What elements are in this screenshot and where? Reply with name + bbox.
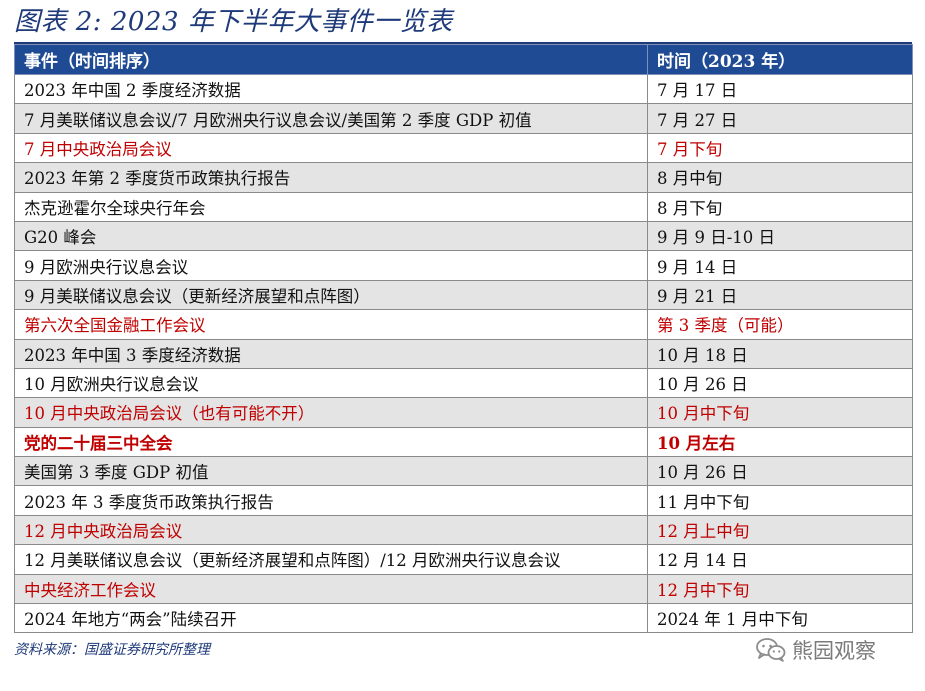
table-row: 7 月美联储议息会议/7 月欧洲央行议息会议/美国第 2 季度 GDP 初值 7…	[14, 103, 913, 134]
watermark: 熊园观察	[756, 630, 876, 670]
header-event: 事件（时间排序）	[14, 44, 648, 75]
time-cell: 9 月 14 日	[647, 250, 913, 281]
time-cell: 10 月左右	[647, 426, 913, 458]
event-cell: 党的二十届三中全会	[14, 426, 648, 458]
table-row: 12 月美联储议息会议（更新经济展望和点阵图）/12 月欧洲央行议息会议 12 …	[14, 544, 913, 575]
table-row: G20 峰会 9 月 9 日-10 日	[14, 220, 913, 252]
time-cell: 12 月 14 日	[647, 544, 913, 575]
event-cell: 2023 年 3 季度货币政策执行报告	[14, 485, 648, 516]
event-cell: 2023 年第 2 季度货币政策执行报告	[14, 162, 648, 193]
time-cell: 7 月 27 日	[647, 103, 913, 134]
event-cell: 中央经济工作会议	[14, 573, 648, 605]
header-time: 时间（2023 年）	[647, 44, 913, 75]
time-cell: 11 月中下旬	[647, 485, 913, 516]
time-cell: 7 月下旬	[647, 132, 913, 164]
wechat-icon	[756, 637, 786, 663]
table-row: 2023 年中国 3 季度经济数据 10 月 18 日	[14, 338, 913, 369]
table-row: 2024 年地方“两会”陆续召开 2024 年 1 月中下旬	[14, 603, 913, 634]
event-cell: 12 月美联储议息会议（更新经济展望和点阵图）/12 月欧洲央行议息会议	[14, 544, 648, 575]
time-cell: 9 月 9 日-10 日	[647, 220, 913, 252]
time-cell: 8 月下旬	[647, 191, 913, 222]
time-cell: 10 月中下旬	[647, 397, 913, 428]
table-row: 10 月中央政治局会议（也有可能不开） 10 月中下旬	[14, 397, 913, 428]
event-cell: 2024 年地方“两会”陆续召开	[14, 603, 648, 634]
time-cell: 12 月上中旬	[647, 514, 913, 546]
time-cell: 10 月 26 日	[647, 367, 913, 399]
time-cell: 2024 年 1 月中下旬	[647, 603, 913, 634]
event-cell: 7 月美联储议息会议/7 月欧洲央行议息会议/美国第 2 季度 GDP 初值	[14, 103, 648, 134]
time-cell: 10 月 18 日	[647, 338, 913, 369]
time-cell: 第 3 季度（可能）	[647, 309, 913, 340]
table-row: 12 月中央政治局会议 12 月上中旬	[14, 514, 913, 546]
event-cell: 9 月美联储议息会议（更新经济展望和点阵图）	[14, 279, 648, 311]
table-row: 2023 年中国 2 季度经济数据 7 月 17 日	[14, 73, 913, 105]
time-cell: 10 月 26 日	[647, 456, 913, 487]
time-cell: 9 月 21 日	[647, 279, 913, 311]
event-cell: 10 月中央政治局会议（也有可能不开）	[14, 397, 648, 428]
event-cell: 美国第 3 季度 GDP 初值	[14, 456, 648, 487]
table-row: 7 月中央政治局会议 7 月下旬	[14, 132, 913, 164]
event-cell: 杰克逊霍尔全球央行年会	[14, 191, 648, 222]
event-cell: 9 月欧洲央行议息会议	[14, 250, 648, 281]
table-row: 10 月欧洲央行议息会议 10 月 26 日	[14, 367, 913, 399]
event-cell: 2023 年中国 3 季度经济数据	[14, 338, 648, 369]
figure-title: 图表 2: 2023 年下半年大事件一览表	[14, 7, 453, 37]
table-row: 中央经济工作会议 12 月中下旬	[14, 573, 913, 605]
event-cell: 第六次全国金融工作会议	[14, 309, 648, 340]
table-header-row: 事件（时间排序） 时间（2023 年）	[14, 44, 913, 75]
time-cell: 7 月 17 日	[647, 73, 913, 105]
table-row: 第六次全国金融工作会议 第 3 季度（可能）	[14, 309, 913, 340]
event-cell: 2023 年中国 2 季度经济数据	[14, 73, 648, 105]
event-cell: 7 月中央政治局会议	[14, 132, 648, 164]
event-cell: 10 月欧洲央行议息会议	[14, 367, 648, 399]
table-row: 党的二十届三中全会 10 月左右	[14, 426, 913, 458]
table-row: 9 月欧洲央行议息会议 9 月 14 日	[14, 250, 913, 281]
table-row: 2023 年第 2 季度货币政策执行报告 8 月中旬	[14, 162, 913, 193]
events-table: 事件（时间排序） 时间（2023 年） 2023 年中国 2 季度经济数据 7 …	[14, 44, 913, 634]
time-cell: 8 月中旬	[647, 162, 913, 193]
source-note: 资料来源：国盛证券研究所整理	[14, 642, 210, 658]
event-cell: 12 月中央政治局会议	[14, 514, 648, 546]
table-row: 9 月美联储议息会议（更新经济展望和点阵图） 9 月 21 日	[14, 279, 913, 311]
title-divider	[14, 42, 912, 44]
time-cell: 12 月中下旬	[647, 573, 913, 605]
table-row: 杰克逊霍尔全球央行年会 8 月下旬	[14, 191, 913, 222]
event-cell: G20 峰会	[14, 220, 648, 252]
table-row: 美国第 3 季度 GDP 初值 10 月 26 日	[14, 456, 913, 487]
watermark-text: 熊园观察	[792, 639, 876, 663]
table-row: 2023 年 3 季度货币政策执行报告 11 月中下旬	[14, 485, 913, 516]
